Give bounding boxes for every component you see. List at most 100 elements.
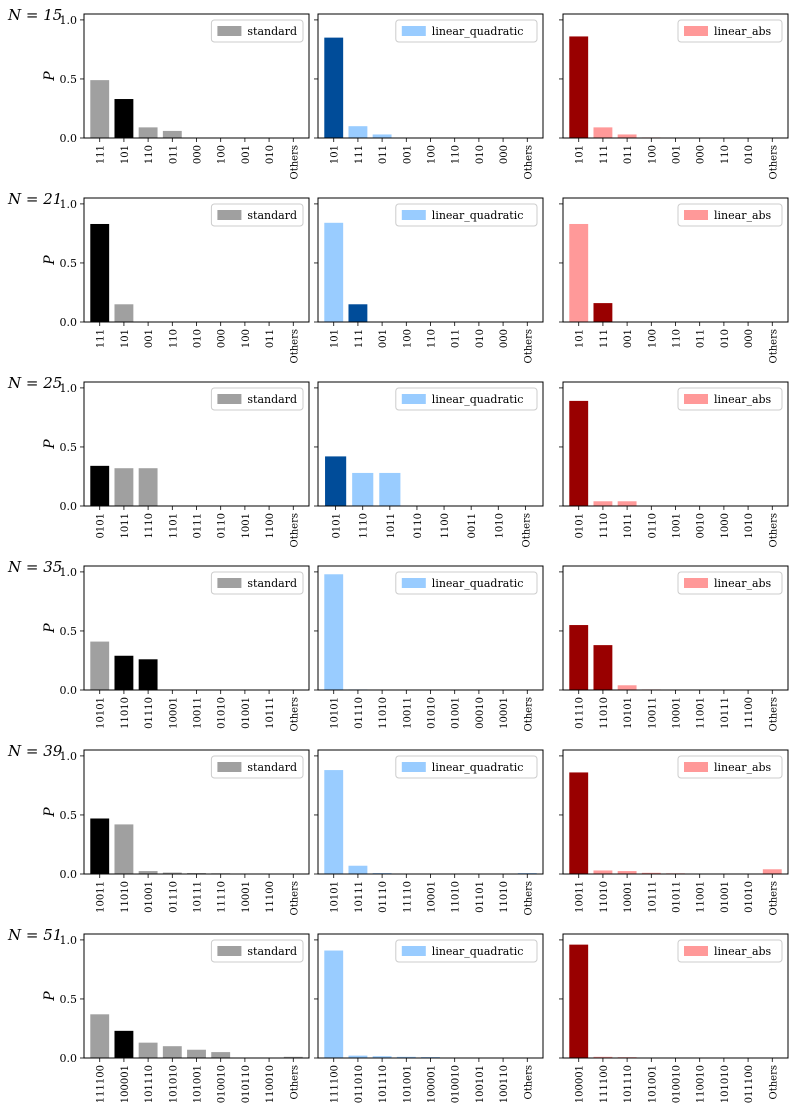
axes-frame (562, 197, 789, 323)
x-tick-label: 100101 (475, 1065, 486, 1103)
x-tick-label: 01011 (672, 881, 683, 913)
x-tick-label: 0110 (647, 513, 658, 538)
x-tick-label: 010 (475, 329, 486, 348)
axes-frame (83, 197, 310, 323)
row-label: N = 51 (7, 926, 62, 944)
x-tick-label: 010110 (241, 1065, 252, 1103)
bar-101 (324, 37, 344, 138)
x-tick-label: 1100 (440, 513, 451, 538)
axes-frame (317, 565, 544, 691)
legend-label: linear_abs (714, 761, 772, 774)
panel-linear_abs-3: 01110 11010 10101 10011 10001 11001 10111 11100… (559, 565, 789, 732)
y-tick-label: 0.0 (60, 684, 78, 697)
bar-01110 (138, 659, 158, 690)
bar-1011 (114, 468, 134, 506)
legend-box (677, 387, 783, 411)
x-tick-label: 01001 (144, 881, 155, 913)
bar-011010 (348, 1055, 368, 1058)
x-tick-label: 101 (575, 145, 586, 164)
legend-swatch (684, 762, 708, 772)
row-label: N = 25 (7, 374, 62, 392)
x-tick-label: 10101 (330, 881, 341, 913)
x-tick-label: 11010 (120, 697, 131, 729)
x-tick-label: 000 (499, 145, 510, 164)
bar-0101 (325, 456, 347, 506)
x-tick-label: 11001 (696, 697, 707, 729)
x-tick-label: 110 (427, 329, 438, 348)
x-tick-label: 011 (265, 329, 276, 348)
axes-frame (83, 13, 310, 139)
x-tick-label: Others (768, 1065, 779, 1100)
x-tick-label: 101110 (144, 1065, 155, 1103)
legend-swatch (217, 578, 242, 588)
legend-box (395, 203, 538, 227)
y-tick-label: 0.5 (60, 625, 78, 638)
x-tick-label: 100 (217, 145, 228, 164)
x-tick-label: 110010 (265, 1065, 276, 1103)
bar-111 (348, 304, 368, 322)
bar-01110 (569, 625, 589, 690)
legend-label: standard (247, 25, 297, 38)
legend-box (210, 755, 304, 779)
legend-label: linear_abs (714, 945, 772, 958)
x-tick-label: 1001 (672, 513, 683, 538)
axes-frame (562, 565, 789, 691)
legend-box (395, 19, 538, 43)
x-tick-label: 11010 (451, 881, 462, 913)
bar-111 (348, 126, 368, 138)
x-tick-label: 0101 (96, 513, 107, 538)
x-tick-label: 11001 (696, 881, 707, 913)
x-tick-label: 100 (241, 329, 252, 348)
x-tick-label: 111 (96, 329, 107, 348)
x-tick-label: 10001 (241, 881, 252, 913)
x-tick-label: 01010 (744, 881, 755, 913)
x-tick-label: 11010 (599, 697, 610, 729)
legend-box (395, 939, 538, 963)
bar-101 (114, 99, 134, 138)
y-tick-label: 0.0 (60, 1052, 78, 1065)
x-tick-label: 110 (672, 329, 683, 348)
x-tick-label: 1001 (241, 513, 252, 538)
x-tick-label: 1000 (720, 513, 731, 538)
x-tick-label: 10111 (354, 881, 365, 913)
x-tick-label: 001 (672, 145, 683, 164)
axes-frame (562, 13, 789, 139)
legend-swatch (684, 210, 708, 220)
legend-swatch (217, 210, 242, 220)
y-tick-label: 1.0 (60, 750, 78, 763)
x-tick-label: Others (523, 697, 534, 732)
x-tick-label: 011 (696, 329, 707, 348)
panel-linear_quadratic-3: 10101 01110 11010 10011 01010 01001 00010 10001… (314, 565, 544, 732)
x-tick-label: 10011 (575, 881, 586, 913)
legend-box (395, 387, 538, 411)
legend-label: linear_abs (714, 209, 772, 222)
x-tick-label: Others (289, 145, 300, 180)
legend-label: linear_quadratic (432, 393, 524, 406)
x-tick-label: 100 (427, 145, 438, 164)
bar-11010 (114, 655, 134, 690)
x-tick-label: 111100 (96, 1065, 107, 1103)
x-tick-label: Others (768, 513, 779, 548)
y-tick-label: 1.0 (60, 934, 78, 947)
panel-linear_abs-4: 10011 11010 10001 10111 01011 11001 01001 01010… (559, 749, 789, 916)
panel-linear_abs-5: 100001 111100 101110 101001 010010 110010 1010… (559, 933, 789, 1103)
x-tick-label: 10001 (672, 697, 683, 729)
x-tick-label: 011 (168, 145, 179, 164)
legend-box (677, 939, 783, 963)
x-tick-label: 101 (575, 329, 586, 348)
legend-label: linear_quadratic (432, 209, 524, 222)
x-tick-label: Others (768, 881, 779, 916)
x-tick-label: 10111 (720, 697, 731, 729)
x-tick-label: 10001 (168, 697, 179, 729)
legend-box (210, 939, 304, 963)
x-tick-label: 01101 (475, 881, 486, 913)
bar-Others (762, 869, 782, 874)
x-tick-label: 100110 (499, 1065, 510, 1103)
bar-11010 (114, 824, 134, 874)
y-tick-label: 0.5 (60, 809, 78, 822)
axes-frame (562, 381, 789, 507)
axes-frame (317, 381, 544, 507)
x-tick-label: Others (289, 513, 300, 548)
y-tick-label: 1.0 (60, 14, 78, 27)
x-tick-label: 011 (378, 145, 389, 164)
